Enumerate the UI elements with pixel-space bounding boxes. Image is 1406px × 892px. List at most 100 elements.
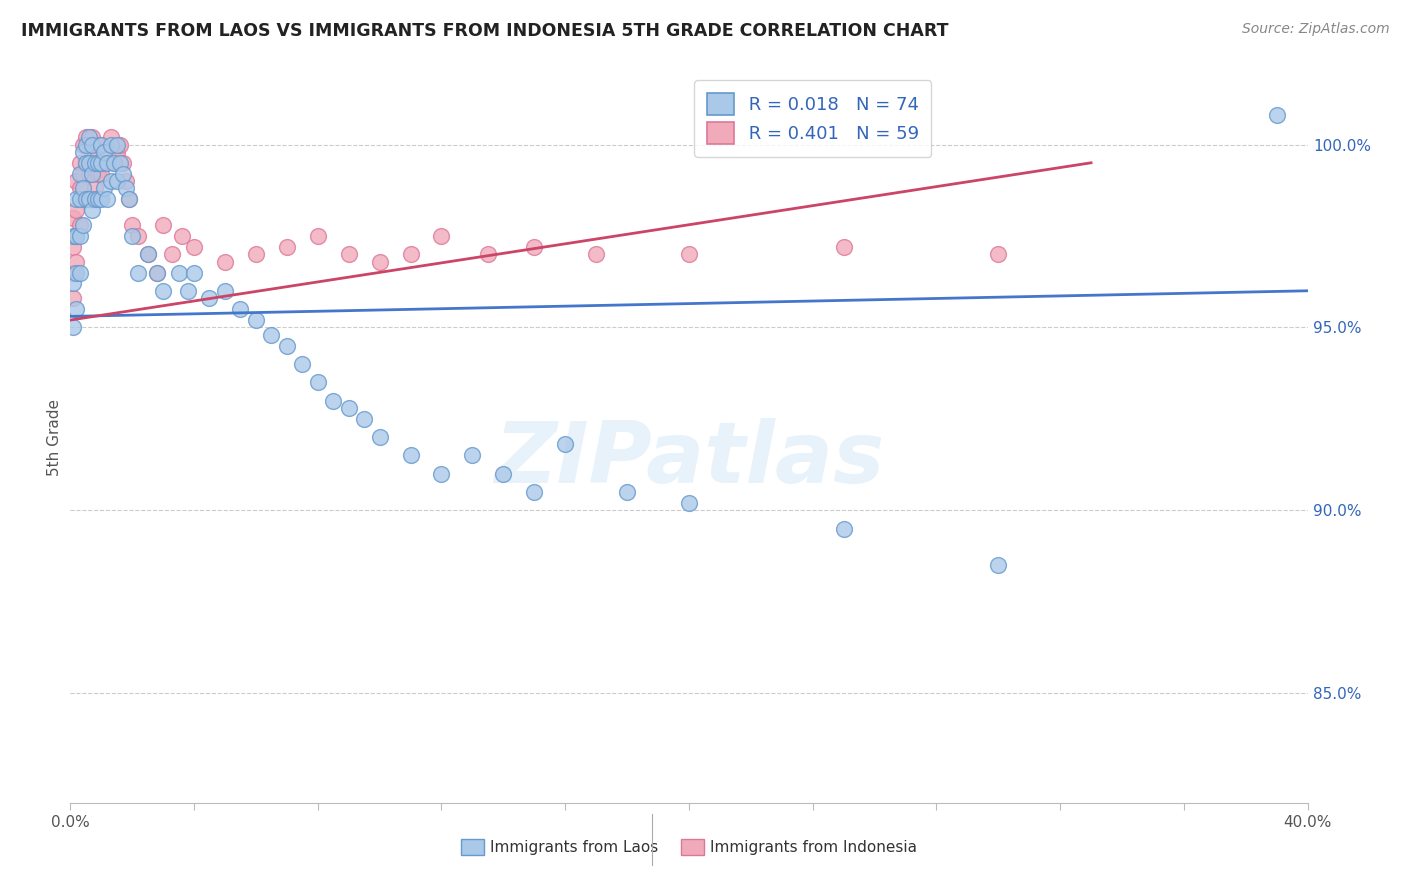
Point: [111, 156, 134, 170]
Point: [167, 266, 190, 280]
Point: [152, 218, 174, 232]
Legend: Immigrants from Laos, Immigrants from Indonesia: Immigrants from Laos, Immigrants from In…: [454, 833, 924, 861]
Point: [368, 254, 391, 268]
Point: [118, 193, 141, 207]
Point: [832, 240, 855, 254]
Point: [80, 156, 103, 170]
Point: [75, 130, 97, 145]
Point: [69, 181, 91, 195]
Point: [72, 137, 94, 152]
Point: [77, 137, 100, 152]
Point: [523, 485, 546, 500]
Point: [65, 254, 87, 268]
Point: [183, 240, 205, 254]
Point: [62, 229, 84, 244]
Point: [93, 181, 115, 195]
Point: [353, 412, 375, 426]
Point: [430, 229, 453, 244]
Point: [77, 130, 100, 145]
Point: [75, 193, 97, 207]
Point: [84, 145, 107, 159]
Point: [162, 247, 184, 261]
Point: [183, 266, 205, 280]
Point: [115, 174, 138, 188]
Point: [62, 277, 84, 291]
Point: [430, 467, 453, 481]
Point: [65, 229, 87, 244]
Point: [170, 229, 193, 244]
Point: [96, 193, 118, 207]
Point: [62, 291, 84, 305]
Point: [65, 174, 87, 188]
Point: [65, 193, 87, 207]
Point: [368, 430, 391, 444]
Point: [832, 522, 855, 536]
Point: [103, 156, 125, 170]
Point: [80, 137, 103, 152]
Point: [554, 437, 576, 451]
Point: [77, 167, 100, 181]
Point: [90, 137, 112, 152]
Point: [678, 247, 700, 261]
Point: [229, 302, 252, 317]
Point: [72, 181, 94, 195]
Point: [72, 167, 94, 181]
Point: [80, 203, 103, 218]
Point: [103, 156, 125, 170]
Point: [62, 211, 84, 225]
Point: [291, 357, 314, 371]
Point: [214, 254, 236, 268]
Point: [678, 496, 700, 510]
Point: [69, 167, 91, 181]
Point: [152, 284, 174, 298]
Point: [65, 266, 87, 280]
Point: [100, 130, 122, 145]
Point: [146, 266, 169, 280]
Point: [136, 247, 159, 261]
Point: [96, 145, 118, 159]
Point: [461, 449, 484, 463]
Point: [65, 203, 87, 218]
Point: [987, 247, 1010, 261]
Point: [177, 284, 200, 298]
Point: [399, 449, 422, 463]
Point: [69, 193, 91, 207]
Point: [93, 145, 115, 159]
Point: [105, 137, 128, 152]
Point: [62, 266, 84, 280]
Point: [136, 247, 159, 261]
Point: [127, 266, 149, 280]
Point: [87, 193, 110, 207]
Point: [245, 313, 267, 327]
Point: [108, 156, 131, 170]
Point: [72, 218, 94, 232]
Text: ZIPatlas: ZIPatlas: [494, 417, 884, 500]
Point: [105, 174, 128, 188]
Point: [75, 156, 97, 170]
Point: [69, 156, 91, 170]
Point: [585, 247, 607, 261]
Point: [337, 401, 360, 415]
Point: [69, 218, 91, 232]
Point: [260, 327, 283, 342]
Point: [62, 240, 84, 254]
Point: [307, 229, 329, 244]
Point: [84, 181, 107, 195]
Point: [69, 229, 91, 244]
Point: [108, 137, 131, 152]
Point: [77, 156, 100, 170]
Point: [65, 229, 87, 244]
Point: [127, 229, 149, 244]
Point: [93, 156, 115, 170]
Text: Source: ZipAtlas.com: Source: ZipAtlas.com: [1241, 22, 1389, 37]
Point: [80, 167, 103, 181]
Point: [100, 137, 122, 152]
Point: [80, 193, 103, 207]
Point: [96, 156, 118, 170]
Point: [100, 174, 122, 188]
Point: [84, 156, 107, 170]
Y-axis label: 5th Grade: 5th Grade: [46, 399, 62, 475]
Point: [492, 467, 515, 481]
Point: [65, 302, 87, 317]
Point: [77, 193, 100, 207]
